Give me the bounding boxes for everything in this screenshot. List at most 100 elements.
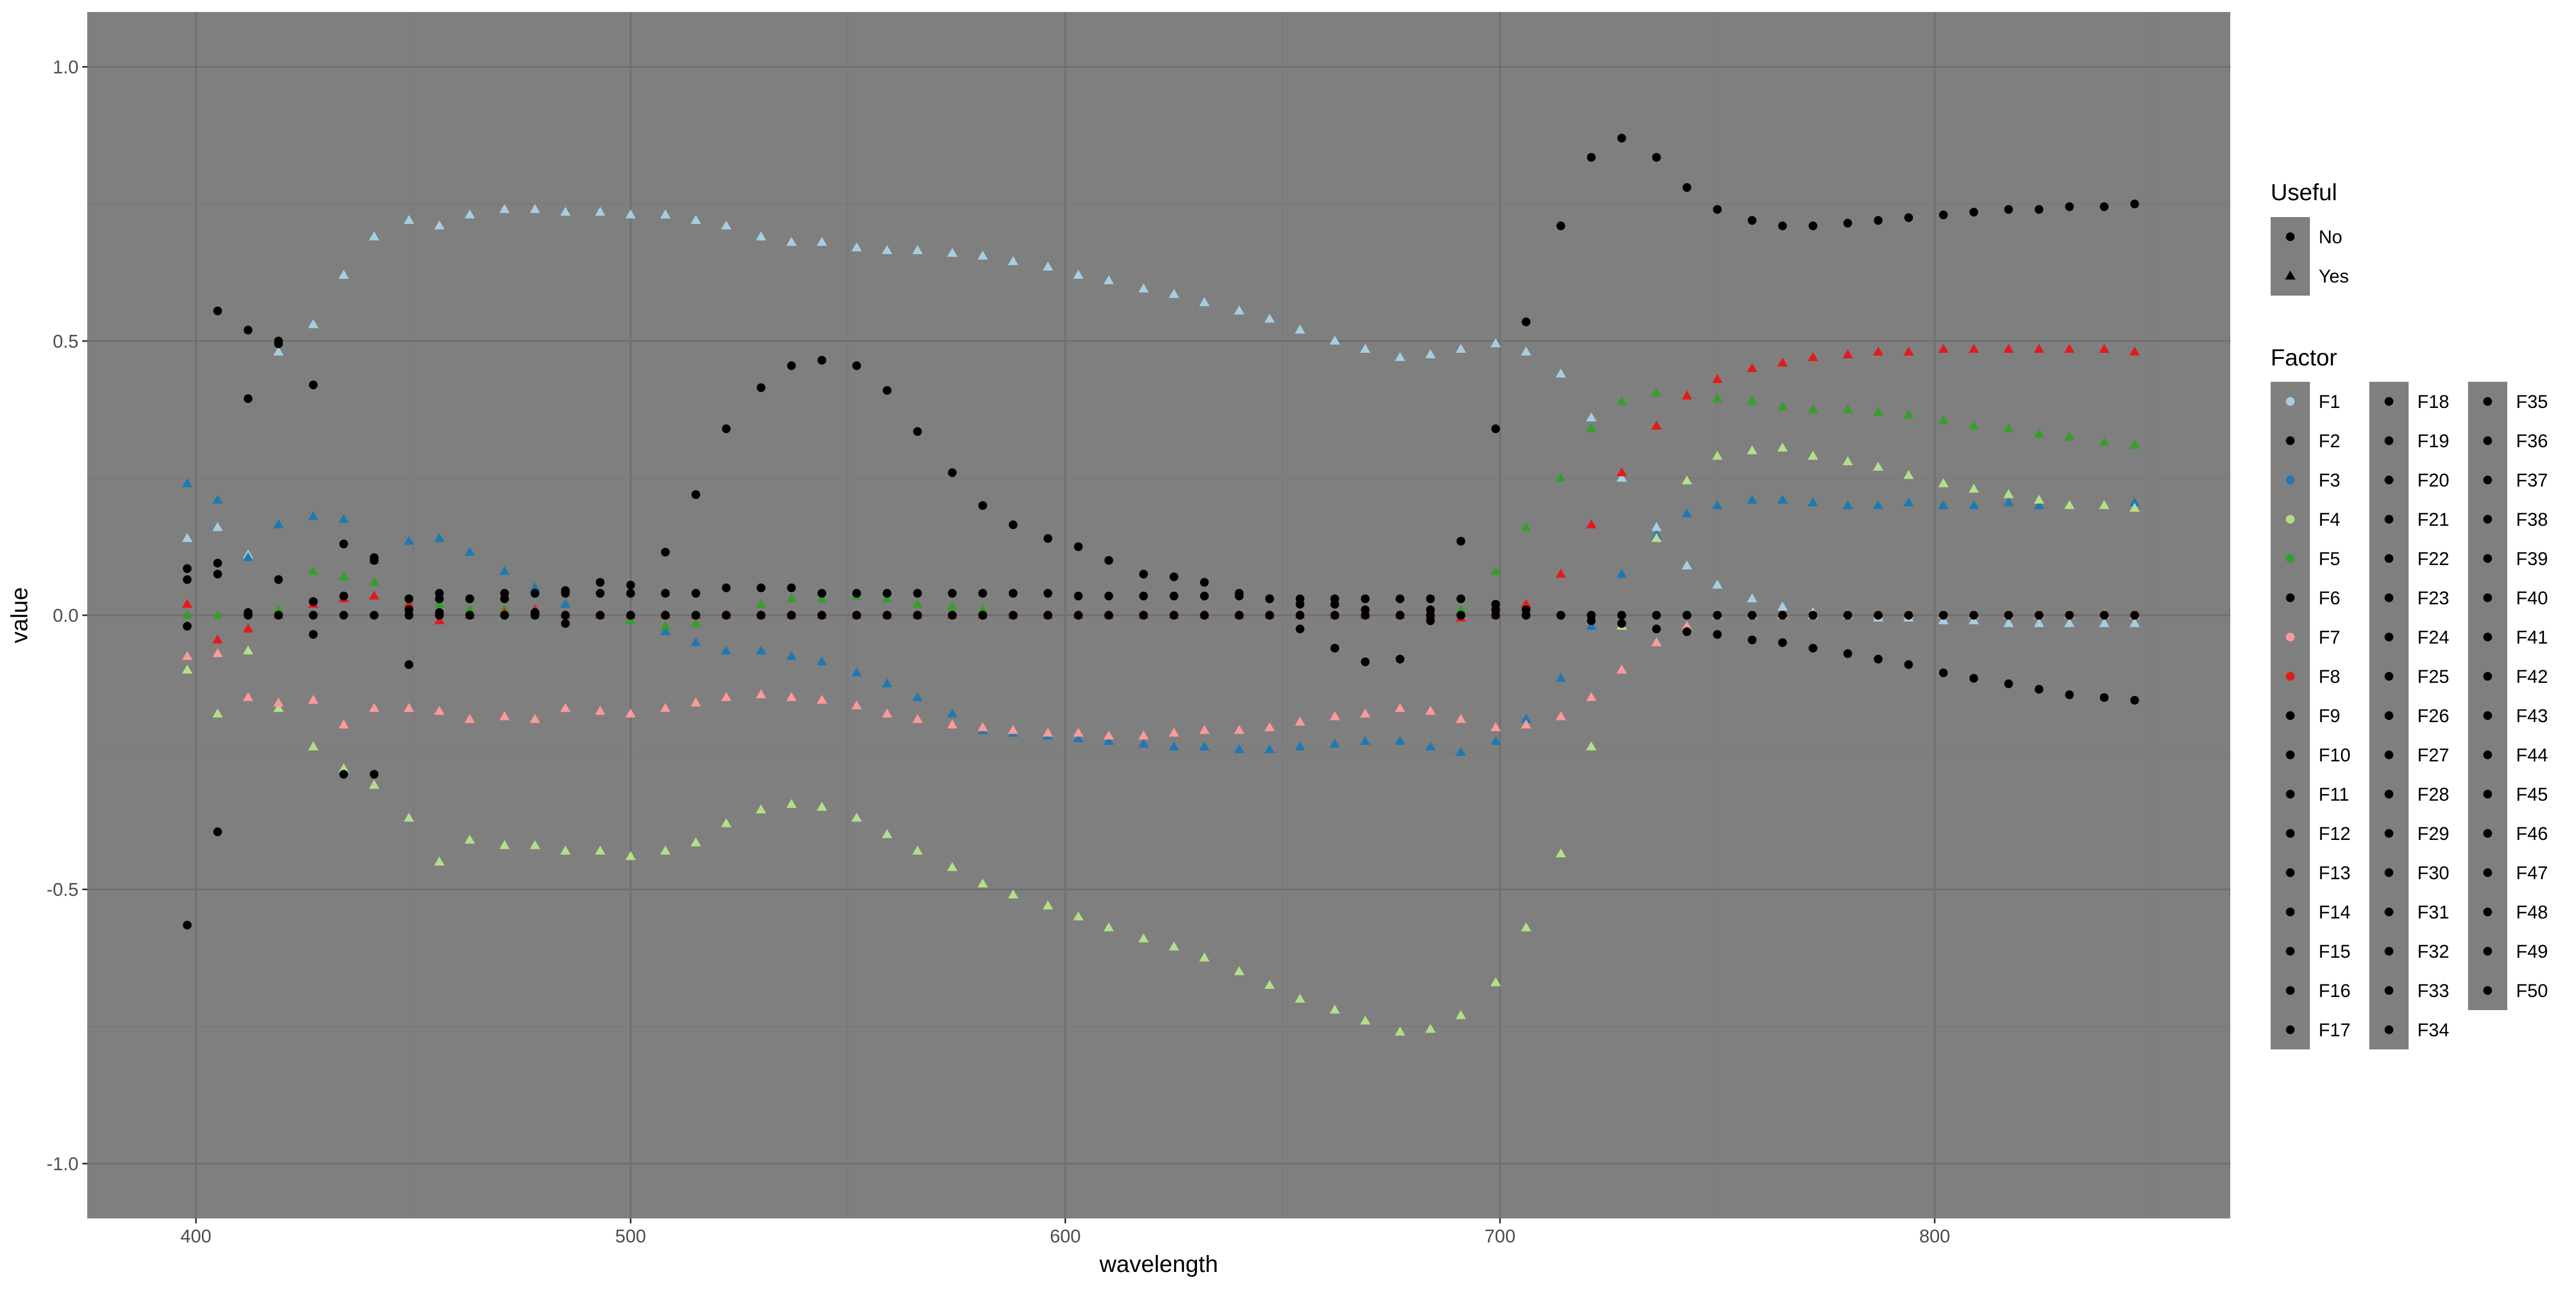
data-point-f8 — [1651, 421, 1662, 430]
data-point-f10 — [2130, 611, 2139, 620]
data-point-f3 — [721, 645, 732, 654]
legend-key-f27 — [2385, 750, 2393, 759]
data-point-f3 — [2003, 497, 2014, 507]
data-point-f10 — [213, 559, 222, 568]
data-point-f1 — [1295, 325, 1305, 334]
data-point-f4 — [625, 851, 636, 860]
data-point-f1 — [308, 319, 319, 328]
legend-key-f20 — [2385, 476, 2393, 484]
data-point-f3 — [816, 656, 827, 665]
legend-key-f32 — [2385, 947, 2393, 956]
data-point-f8 — [369, 590, 380, 600]
data-point-f4 — [1555, 848, 1566, 857]
legend-key-f26 — [2385, 711, 2393, 720]
data-point-f5 — [1747, 395, 1758, 405]
data-point-f8 — [1903, 346, 1914, 356]
data-point-f10 — [1043, 611, 1052, 620]
data-point-f6 — [1265, 594, 1274, 603]
data-point-f4 — [756, 804, 767, 814]
data-point-f8 — [2099, 344, 2110, 353]
data-point-f10 — [852, 611, 861, 620]
data-point-f3 — [1264, 744, 1275, 753]
data-point-f9 — [1296, 625, 1305, 634]
y-tick-label: 1.0 — [53, 57, 79, 78]
data-point-f1 — [1651, 522, 1662, 531]
legend-factor-label: F35 — [2516, 392, 2548, 412]
data-point-f7 — [690, 697, 701, 707]
data-point-f3 — [1490, 736, 1501, 745]
data-point-f4 — [977, 878, 988, 888]
data-point-f7 — [465, 714, 476, 723]
data-point-f6 — [309, 597, 318, 606]
data-point-f3 — [499, 566, 510, 575]
data-point-f6 — [1074, 542, 1083, 551]
legend-factor-label: F26 — [2417, 706, 2449, 726]
data-point-f10 — [2065, 611, 2074, 620]
data-point-f4 — [1682, 475, 1693, 485]
data-point-f5 — [465, 604, 476, 614]
legend-factor-label: F19 — [2417, 431, 2449, 452]
data-point-f7 — [660, 702, 671, 712]
data-point-f10 — [913, 611, 922, 620]
legend-factor-label: F32 — [2417, 941, 2449, 962]
legend-factor-label: F25 — [2417, 666, 2449, 687]
data-point-f7 — [1199, 725, 1210, 734]
data-point-f7 — [1682, 621, 1693, 630]
legend-factor-label: F43 — [2516, 706, 2548, 726]
data-point-f6 — [1200, 578, 1209, 587]
legend-factor-label: F24 — [2417, 627, 2449, 648]
data-point-f8 — [1586, 519, 1597, 529]
data-point-f4 — [465, 834, 476, 844]
data-point-f7 — [434, 705, 445, 715]
data-point-f7 — [786, 692, 797, 701]
data-point-f10 — [1969, 611, 1978, 620]
legend-key-f50 — [2483, 986, 2492, 995]
data-point-f7 — [1394, 702, 1405, 712]
legend-useful-label: Yes — [2319, 266, 2349, 287]
data-point-f1 — [529, 203, 540, 213]
data-point-f4 — [529, 840, 540, 849]
data-point-f9 — [561, 611, 570, 620]
legend-factor-label: F2 — [2319, 431, 2340, 452]
data-point-f7 — [625, 708, 636, 718]
legend-key-f18 — [2385, 397, 2393, 406]
data-point-f9 — [1713, 630, 1722, 639]
data-point-f2 — [1043, 589, 1052, 598]
data-point-f4 — [369, 779, 380, 789]
data-point-f9 — [2035, 684, 2044, 694]
data-point-f6 — [404, 594, 413, 603]
y-axis-title: value — [7, 587, 33, 644]
data-point-f1 — [212, 522, 223, 531]
data-point-f2 — [1169, 591, 1178, 601]
data-point-f2 — [661, 589, 670, 598]
data-point-f2 — [1713, 205, 1722, 214]
data-point-f7 — [1329, 711, 1340, 720]
data-point-f1 — [977, 250, 988, 260]
data-point-f1 — [182, 533, 192, 542]
legend-key-f24 — [2385, 633, 2393, 641]
data-point-f8 — [2129, 346, 2140, 356]
data-point-f10 — [2035, 611, 2044, 620]
data-point-f10 — [978, 611, 988, 620]
data-point-f3 — [851, 667, 862, 677]
data-point-f3 — [786, 651, 797, 660]
data-point-f5 — [434, 598, 445, 608]
data-point-f4 — [851, 813, 862, 822]
data-point-f9 — [1904, 660, 1913, 669]
legend-key-f13 — [2286, 868, 2295, 877]
data-point-f4 — [2099, 500, 2110, 509]
data-point-f8 — [212, 634, 223, 644]
data-point-f10 — [500, 611, 509, 620]
data-point-f2 — [1361, 594, 1370, 603]
data-point-f4 — [243, 645, 254, 654]
data-point-f8 — [1616, 467, 1627, 477]
y-tick-label: 0.0 — [53, 605, 79, 626]
legend-key-f33 — [2385, 986, 2393, 995]
data-point-f9 — [1617, 619, 1626, 628]
legend-factor-label: F12 — [2319, 824, 2351, 844]
data-point-f4 — [1842, 456, 1853, 465]
data-point-f1 — [1169, 289, 1179, 298]
legend-factor-label: F3 — [2319, 470, 2340, 491]
legend-key-f37 — [2483, 476, 2492, 484]
data-point-f6 — [852, 361, 861, 370]
